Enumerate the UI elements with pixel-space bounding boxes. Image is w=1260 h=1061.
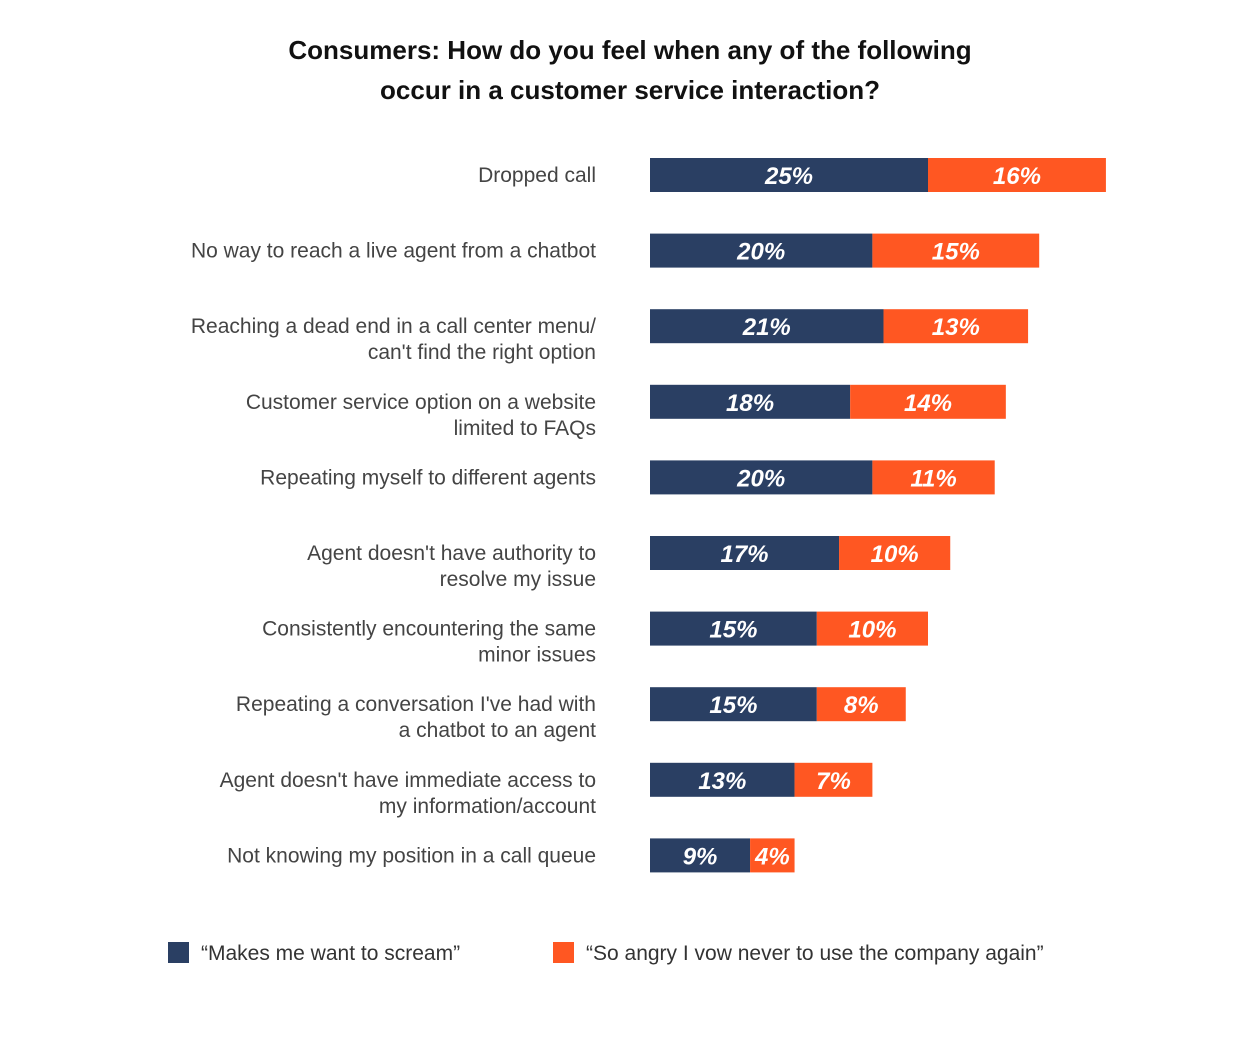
legend-swatch: [553, 942, 574, 963]
data-label: 16%: [993, 163, 1041, 190]
category-label: Agent doesn't have immediate access to: [220, 769, 596, 792]
bar-scream: [650, 762, 795, 797]
data-label: 20%: [736, 465, 785, 492]
bar-scream: [650, 611, 817, 646]
bar-never-again: [872, 460, 995, 495]
legend-swatch: [168, 942, 189, 963]
legend-label: “So angry I vow never to use the company…: [586, 942, 1044, 965]
data-label: 18%: [726, 390, 774, 417]
category-label: Reaching a dead end in a call center men…: [191, 315, 596, 338]
chart-title-line: occur in a customer service interaction?: [380, 75, 880, 105]
category-label: Consistently encountering the same: [262, 618, 596, 641]
data-label: 9%: [683, 843, 718, 870]
category-label: my information/account: [379, 795, 596, 818]
bar-scream: [650, 309, 884, 344]
category-label: minor issues: [478, 644, 596, 667]
category-label: Dropped call: [478, 164, 596, 187]
data-label: 11%: [910, 465, 956, 492]
data-label: 10%: [871, 541, 919, 568]
bar-never-again: [850, 384, 1006, 419]
bar-never-again: [883, 309, 1029, 344]
bar-scream: [650, 460, 873, 495]
data-label: 13%: [698, 768, 746, 795]
category-label: can't find the right option: [368, 341, 596, 364]
bar-never-again: [839, 536, 951, 570]
bar-never-again: [816, 687, 906, 722]
bar-scream: [650, 536, 840, 570]
data-label: 7%: [816, 768, 851, 795]
bar-scream: [650, 687, 817, 722]
category-label: Repeating myself to different agents: [260, 466, 596, 489]
bar-scream: [650, 384, 851, 419]
category-label: a chatbot to an agent: [399, 719, 596, 742]
category-label: Agent doesn't have authority to: [307, 542, 596, 565]
legend-label: “Makes me want to scream”: [201, 942, 460, 965]
data-label: 10%: [848, 617, 896, 644]
bar-never-again: [928, 158, 1106, 192]
category-label: Repeating a conversation I've had with: [236, 693, 596, 716]
data-label: 15%: [932, 239, 980, 266]
data-label: 15%: [709, 692, 757, 719]
data-label: 20%: [736, 239, 785, 266]
data-label: 21%: [742, 314, 791, 341]
category-label: Not knowing my position in a call queue: [227, 844, 596, 867]
data-label: 13%: [932, 314, 980, 341]
data-label: 8%: [844, 692, 879, 719]
data-label: 25%: [764, 163, 813, 190]
chart-title-line: Consumers: How do you feel when any of t…: [288, 35, 972, 65]
category-label: resolve my issue: [440, 568, 596, 591]
data-label: 17%: [720, 541, 768, 568]
bar-never-again: [816, 611, 928, 646]
category-label: limited to FAQs: [454, 417, 596, 440]
data-label: 14%: [904, 390, 952, 417]
bar-never-again: [794, 762, 873, 797]
bar-never-again: [750, 838, 795, 873]
data-label: 15%: [709, 617, 757, 644]
category-label: No way to reach a live agent from a chat…: [191, 240, 596, 263]
bar-never-again: [872, 233, 1040, 268]
bar-scream: [650, 158, 928, 192]
bar-scream: [650, 233, 873, 268]
data-label: 4%: [754, 843, 790, 870]
chart-title: Consumers: How do you feel when any of t…: [0, 30, 1260, 110]
bar-scream: [650, 838, 751, 873]
category-label: Customer service option on a website: [246, 391, 596, 414]
